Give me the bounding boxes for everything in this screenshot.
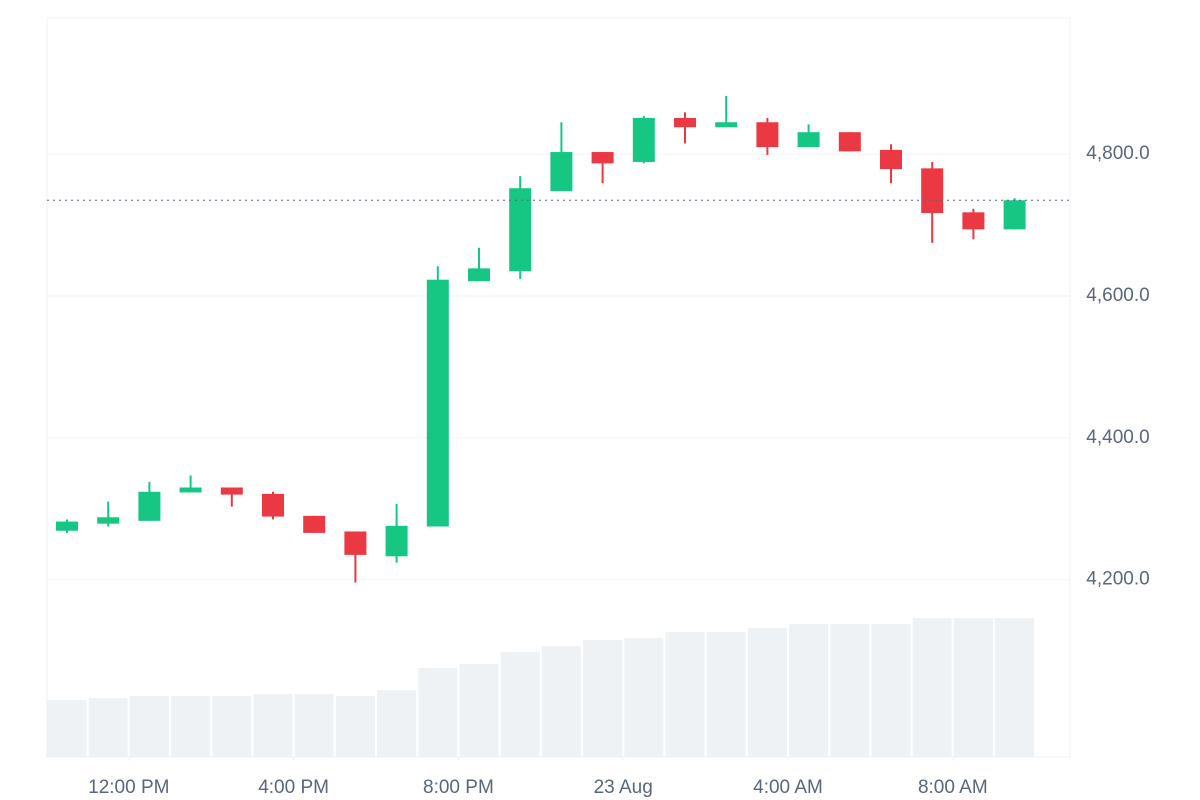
volume-bar bbox=[500, 652, 540, 757]
candle-body bbox=[715, 122, 738, 128]
candle-body bbox=[756, 122, 779, 148]
volume-bar bbox=[624, 638, 664, 757]
candle-body bbox=[303, 515, 326, 533]
candle-body bbox=[797, 132, 820, 148]
volume-bar bbox=[665, 632, 705, 757]
candle-body bbox=[591, 152, 614, 164]
volume-bar bbox=[335, 696, 375, 757]
x-tick-label: 4:00 AM bbox=[753, 777, 823, 798]
x-tick-label: 4:00 PM bbox=[258, 777, 329, 798]
candle-body bbox=[220, 487, 243, 495]
x-tick-label: 8:00 AM bbox=[918, 777, 988, 798]
candle-body bbox=[344, 531, 367, 555]
y-tick-label: 4,400.0 bbox=[1086, 427, 1149, 448]
y-tick-label: 4,200.0 bbox=[1086, 569, 1149, 590]
volume-bar bbox=[830, 624, 870, 757]
candle-body bbox=[138, 491, 161, 521]
volume-bar bbox=[212, 696, 252, 757]
x-tick-label: 23 Aug bbox=[594, 777, 653, 798]
candle-body bbox=[385, 525, 408, 557]
volume-bar bbox=[377, 690, 417, 757]
volume-bar bbox=[789, 624, 829, 757]
candle-body bbox=[921, 168, 944, 214]
volume-bar bbox=[995, 618, 1035, 757]
volume-bar bbox=[294, 694, 334, 757]
y-tick-label: 4,800.0 bbox=[1086, 143, 1149, 164]
volume-bar bbox=[747, 628, 787, 757]
candle-body bbox=[468, 268, 490, 282]
candle-body bbox=[56, 521, 78, 531]
volume-bar bbox=[129, 696, 169, 757]
volume-bar bbox=[418, 668, 458, 757]
candle-body bbox=[262, 493, 284, 517]
candle-body bbox=[179, 487, 202, 493]
candle-body bbox=[962, 212, 985, 230]
candle-body bbox=[838, 132, 861, 152]
candle-body bbox=[1003, 200, 1026, 230]
candle-body bbox=[632, 117, 655, 162]
volume-bar bbox=[953, 618, 993, 757]
volume-bar bbox=[171, 696, 211, 757]
volume-bar bbox=[583, 640, 623, 757]
candle-body bbox=[674, 117, 696, 128]
volume-bar bbox=[706, 632, 746, 757]
volume-bar bbox=[253, 694, 293, 757]
candle-body bbox=[426, 279, 449, 527]
candle-body bbox=[97, 517, 120, 524]
volume-bar bbox=[88, 698, 128, 757]
x-tick-label: 8:00 PM bbox=[423, 777, 494, 798]
volume-bar bbox=[912, 618, 952, 757]
volume-bar bbox=[459, 664, 499, 757]
x-tick-label: 12:00 PM bbox=[88, 777, 169, 798]
volume-bar bbox=[541, 646, 581, 757]
volume-bar bbox=[47, 700, 87, 757]
candle-body bbox=[550, 152, 573, 192]
candle-body bbox=[880, 149, 902, 170]
candle-body bbox=[509, 188, 532, 272]
volume-bar bbox=[871, 624, 911, 757]
y-tick-label: 4,600.0 bbox=[1086, 285, 1149, 306]
